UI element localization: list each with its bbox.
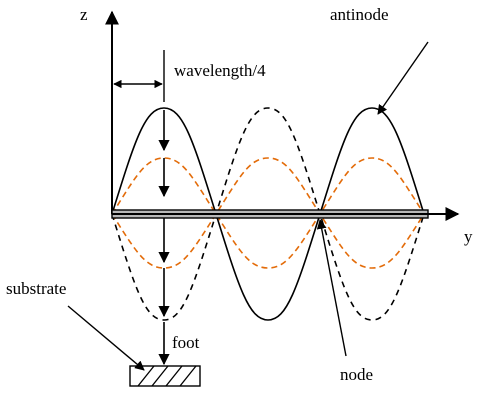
node-pointer: [316, 219, 347, 357]
substrate-block: [129, 365, 201, 387]
substrate-pointer: [67, 305, 145, 371]
antinode-label: antinode: [330, 5, 389, 24]
inner-wave-upper: [111, 157, 425, 269]
outer-wave-solid: [111, 107, 425, 321]
outer-wave-dashed: [111, 107, 425, 321]
foot-label: foot: [172, 333, 200, 352]
z-axis-label: z: [80, 5, 88, 24]
wavelength-label: wavelength/4: [174, 61, 266, 80]
inner-wave-lower: [111, 157, 425, 269]
y-axis-label: y: [464, 227, 473, 246]
substrate-label: substrate: [6, 279, 66, 298]
antinode-pointer: [377, 41, 429, 115]
node-label: node: [340, 365, 373, 384]
